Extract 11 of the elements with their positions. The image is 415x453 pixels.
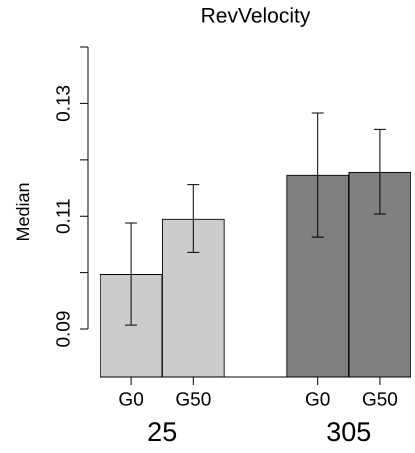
x-tick-label: G50	[175, 390, 212, 411]
text: 305	[326, 416, 372, 447]
chart-title: RevVelocity	[200, 4, 311, 28]
y-tick-label: 0.11	[54, 198, 75, 234]
text: 25	[147, 416, 178, 447]
y-tick-label: 0.09	[54, 310, 75, 348]
y-tick-label: 0.13	[54, 84, 75, 122]
x-tick-label: G0	[305, 390, 330, 411]
x-tick-label: G50	[362, 390, 398, 411]
x-tick-label: G0	[118, 390, 144, 411]
y-axis-title: Median	[12, 182, 33, 242]
